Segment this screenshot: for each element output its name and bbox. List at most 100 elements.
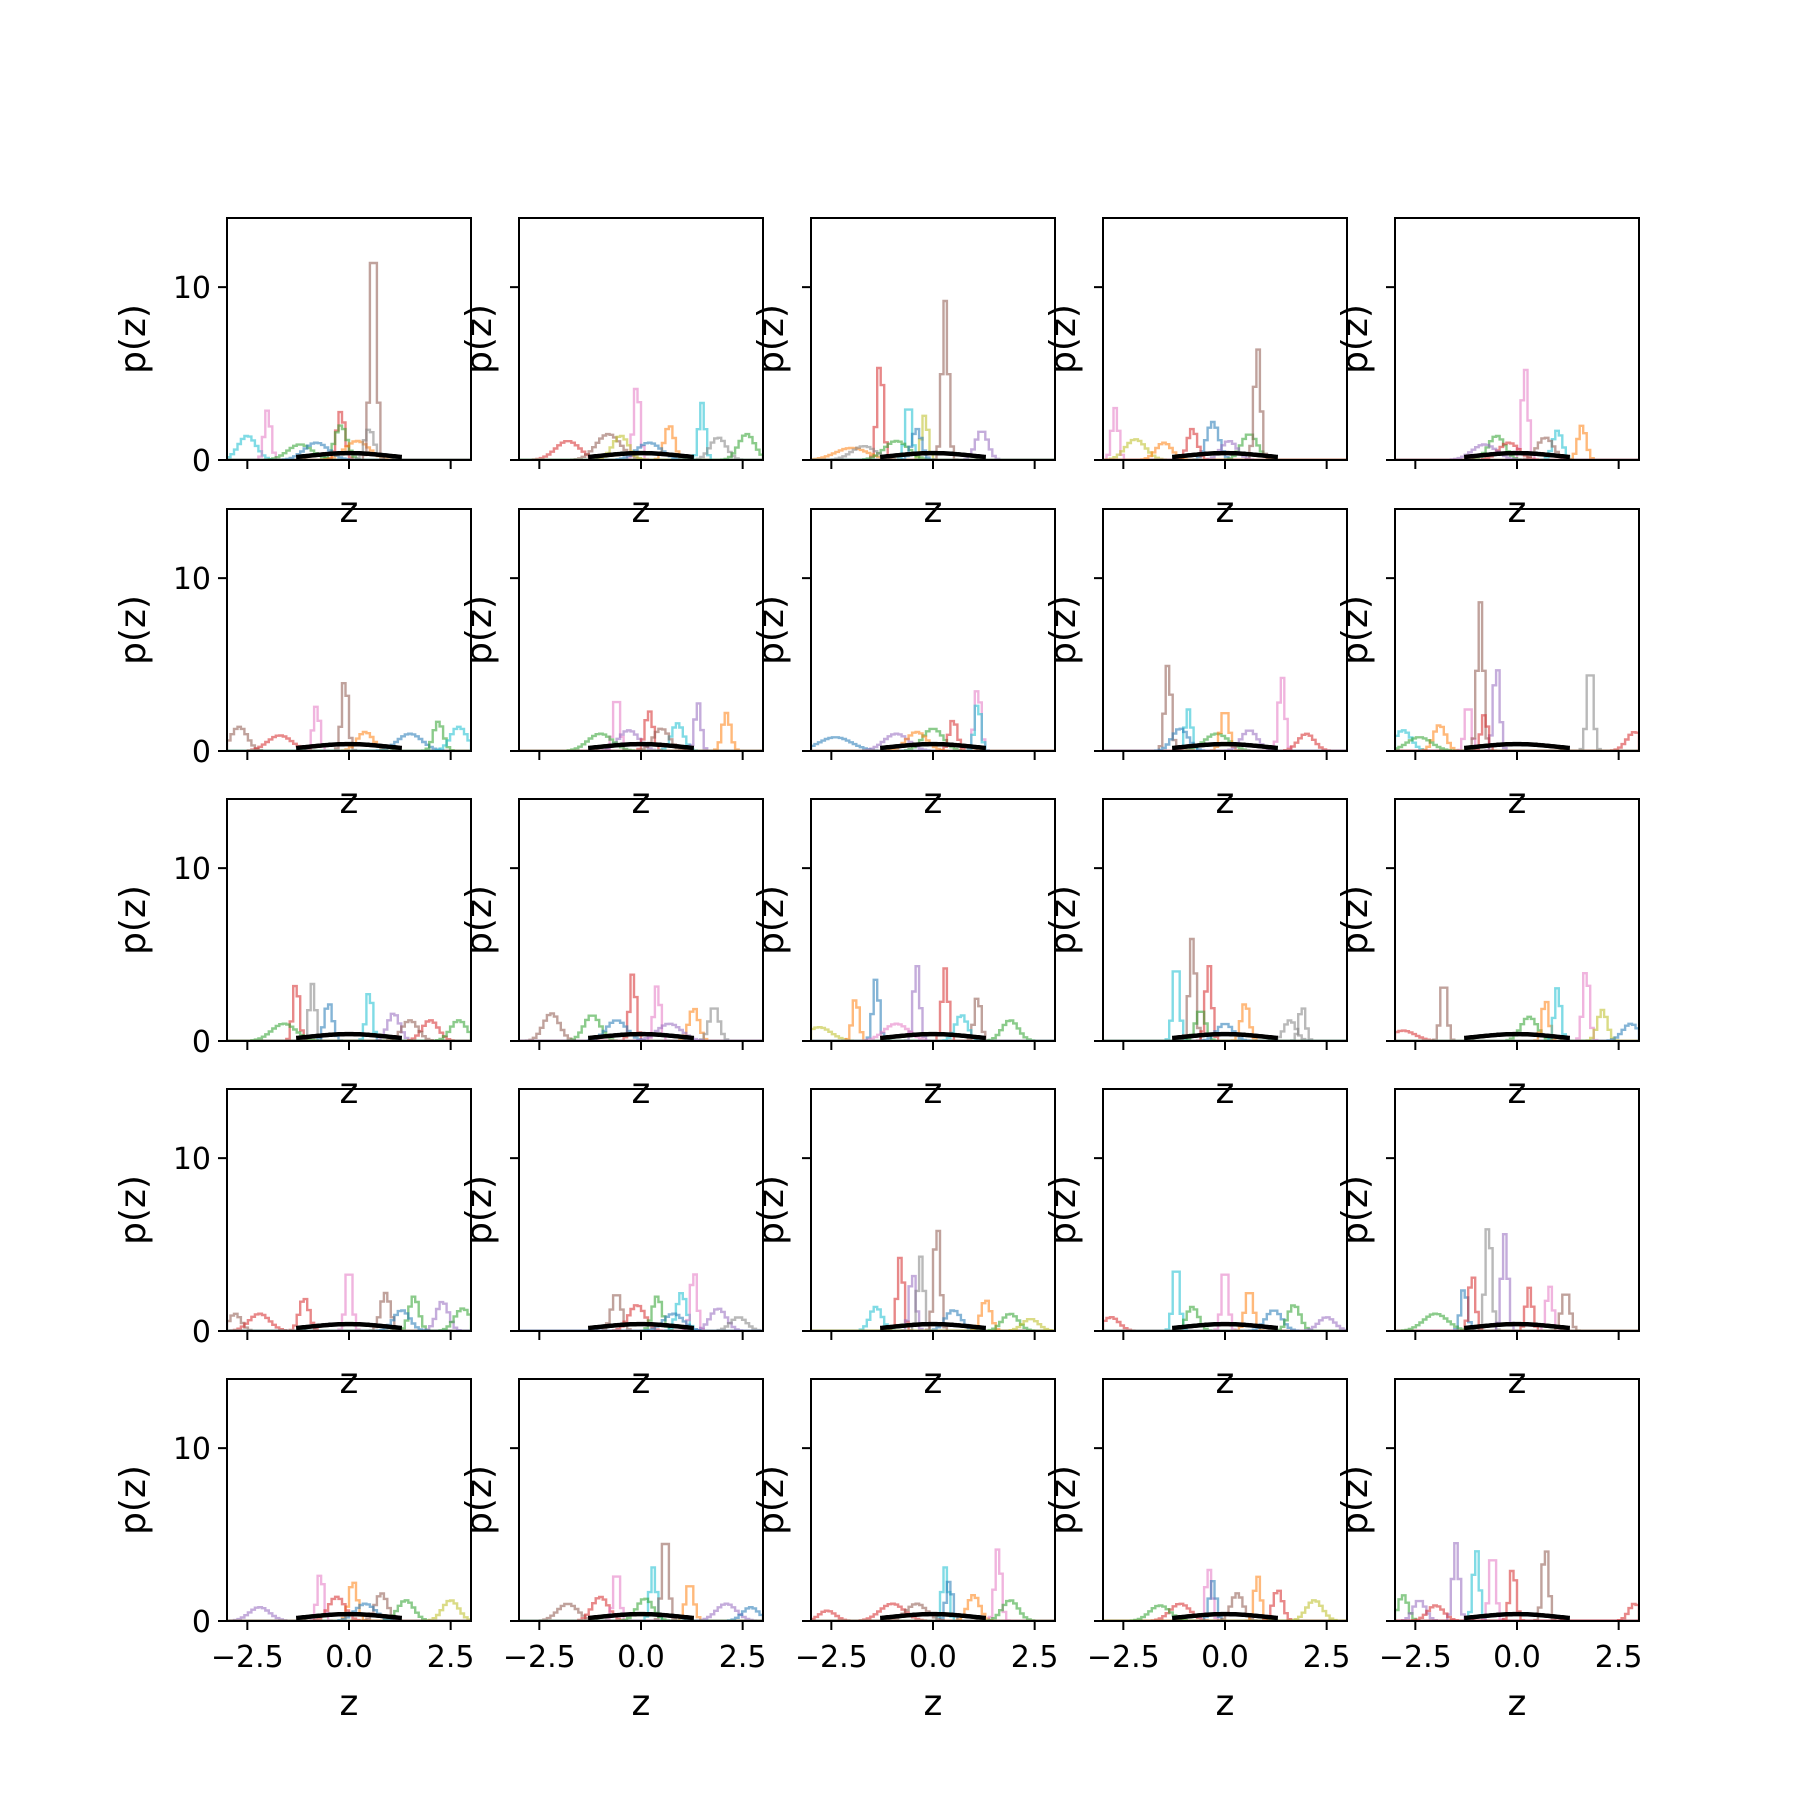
plot-area [811,965,1055,1041]
y-axis-label: p(z) [751,1465,792,1535]
hist-series-2 [227,734,471,751]
y-tick-label: 0 [192,1605,211,1640]
hist-series-8 [1395,1312,1639,1331]
panel-3-1: 0 10 z p(z) [113,798,472,1112]
hist-series-8 [1103,1316,1347,1331]
panel-4-5: z p(z) [1335,1088,1640,1402]
hist-series-6 [1103,1007,1347,1041]
x-axis-label: z [924,781,943,822]
y-axis-label: p(z) [1043,1465,1084,1535]
hist-series-9 [1395,736,1639,751]
y-tick-label: 0 [192,1025,211,1060]
x-axis-label: z [632,1071,651,1112]
hist-series-8 [811,1602,1055,1621]
y-tick-label: 10 [173,1432,211,1467]
hist-series-4 [811,299,1055,460]
x-axis-label: z [632,1361,651,1402]
panel-1-3: z p(z) [751,217,1056,531]
hist-series-3 [519,1295,763,1331]
hist-series-1 [811,1026,1055,1041]
x-tick-label: −2.5 [1087,1640,1160,1675]
hist-series-3 [1103,965,1347,1041]
hist-series-6 [1395,1569,1639,1621]
hist-series-9 [811,445,1055,460]
y-tick-label: 10 [173,562,211,597]
reference-normal-curve [1463,1031,1571,1041]
x-axis-label: z [1508,1361,1527,1402]
hist-series-2 [227,409,471,460]
hist-series-6 [519,711,763,751]
hist-series-9 [811,1318,1055,1331]
hist-series-9 [1395,1604,1639,1621]
y-axis-label: p(z) [113,1175,154,1245]
x-tick-label: 2.5 [427,1640,475,1675]
reference-normal-curve [587,741,695,751]
y-axis-label: p(z) [751,885,792,955]
hist-series-2 [1395,724,1639,751]
panel-5-5: −2.5 0.0 2.5 z p(z) [1335,1378,1643,1724]
reference-normal-curve [587,1611,695,1621]
panel-5-1: −2.5 0.0 2.5 0 10 z p(z) [113,1378,475,1724]
plot-area [1395,368,1639,460]
x-tick-label: 2.5 [1011,1640,1059,1675]
y-axis-label: p(z) [459,1465,500,1535]
hist-series-6 [227,1019,471,1041]
reference-normal-curve [295,741,403,751]
reference-normal-curve [1171,1321,1279,1331]
hist-series-4 [227,682,471,751]
y-axis-label: p(z) [751,1175,792,1245]
x-axis-label: z [632,490,651,531]
x-tick-label: −2.5 [795,1640,868,1675]
y-axis-label: p(z) [459,304,500,374]
hist-series-8 [1395,731,1639,751]
hist-series-5 [811,1229,1055,1331]
y-axis-label: p(z) [459,595,500,665]
y-tick-label: 0 [192,1315,211,1350]
x-axis-label: z [924,1361,943,1402]
hist-series-1 [519,1602,763,1621]
hist-series-7 [227,1300,471,1331]
hist-series-7 [1395,674,1639,751]
x-tick-label: −2.5 [503,1640,576,1675]
hist-series-3 [1103,732,1347,751]
x-axis-label: z [924,1071,943,1112]
panel-1-4: z p(z) [1043,217,1348,531]
hist-series-7 [519,1019,763,1041]
hist-series-6 [519,1307,763,1331]
hist-series-4 [1395,434,1639,460]
x-tick-label: 0.0 [909,1640,957,1675]
hist-series-3 [1103,1580,1347,1621]
hist-series-1 [519,1294,763,1331]
y-axis-label: p(z) [459,885,500,955]
hist-series-3 [519,710,763,751]
reference-normal-curve [879,1031,987,1041]
hist-series-7 [519,1602,763,1621]
plot-area [811,1548,1055,1621]
x-axis-label: z [1508,490,1527,531]
plot-area [1395,1228,1639,1331]
panel-5-4: −2.5 0.0 2.5 z p(z) [1043,1378,1351,1724]
plot-area [519,1273,763,1331]
y-axis-label: p(z) [113,304,154,374]
reference-normal-curve [295,450,403,460]
hist-series-5 [1395,669,1639,751]
hist-series-7 [227,720,471,751]
hist-series-4 [227,410,471,460]
hist-series-1 [1395,729,1639,751]
hist-series-6 [227,439,471,460]
hist-series-3 [811,414,1055,460]
hist-series-7 [1103,1599,1347,1621]
x-tick-label: 0.0 [325,1640,373,1675]
y-axis-label: p(z) [1043,595,1084,665]
hist-series-2 [1395,986,1639,1041]
x-axis-label: z [340,1683,359,1724]
hist-series-9 [811,1014,1055,1041]
y-axis-label: p(z) [751,595,792,665]
hist-series-2 [519,729,763,751]
x-axis-label: z [1508,1683,1527,1724]
y-axis-label: p(z) [1043,885,1084,955]
reference-normal-curve [587,1321,695,1331]
panel-4-1: 0 10 z p(z) [113,1088,472,1402]
hist-series-8 [1103,1604,1347,1621]
hist-series-7 [519,1316,763,1331]
